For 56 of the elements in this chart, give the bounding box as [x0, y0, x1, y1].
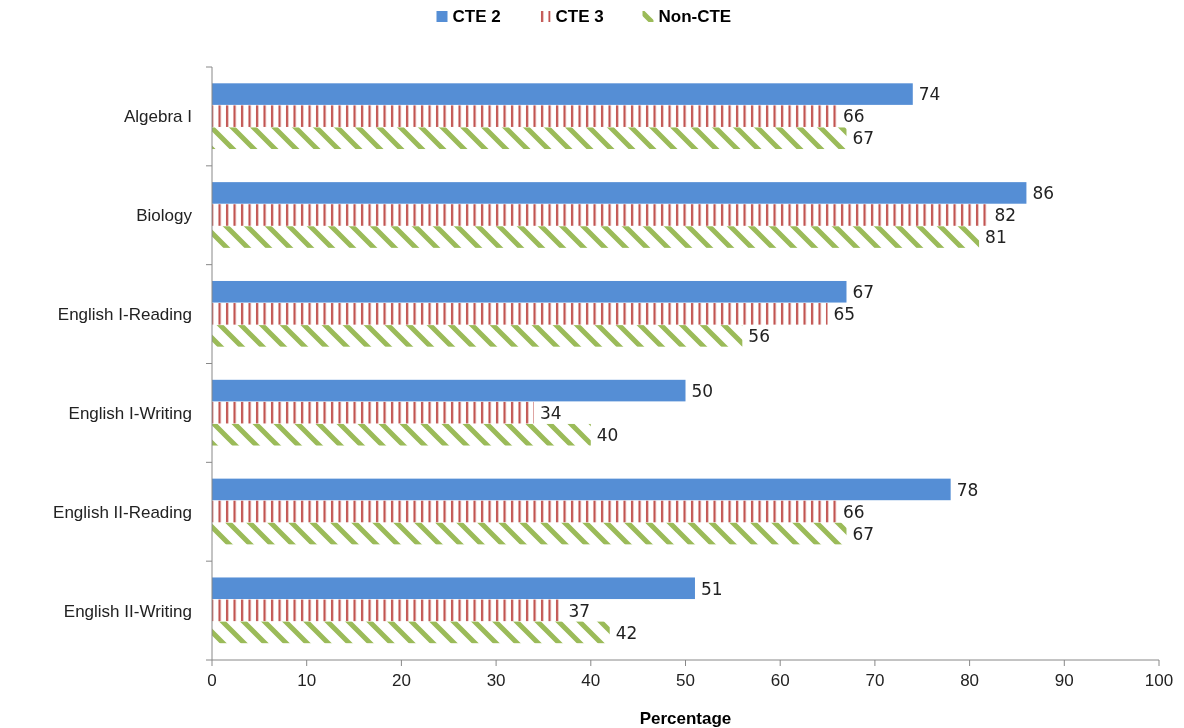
data-label: 67	[852, 523, 875, 544]
y-tick-label: Algebra I	[123, 107, 192, 127]
data-label: 86	[1032, 183, 1055, 204]
bar	[212, 325, 743, 347]
x-tick-label: 100	[1144, 671, 1174, 690]
x-tick-label: 40	[581, 671, 601, 690]
x-tick-label: 60	[770, 671, 790, 690]
y-tick-label: English I-Reading	[57, 305, 192, 325]
x-tick-label: 20	[391, 671, 411, 690]
data-label: 66	[843, 501, 865, 522]
bar	[212, 204, 989, 226]
data-label: 40	[596, 424, 619, 445]
data-label: 51	[700, 578, 723, 599]
bar	[212, 182, 1027, 204]
y-tick-label: English II-Reading	[53, 502, 192, 522]
bar	[212, 621, 610, 644]
bar	[212, 226, 980, 248]
bar	[212, 280, 847, 303]
x-tick-label: 80	[960, 671, 980, 690]
data-label: 67	[852, 128, 875, 149]
x-tick-label: 10	[297, 671, 317, 690]
legend-label: CTE 3	[555, 7, 604, 26]
bar	[212, 478, 951, 501]
x-tick-label: 50	[676, 671, 695, 690]
bar	[212, 379, 686, 402]
data-label: 78	[956, 479, 979, 500]
data-label: 37	[568, 600, 591, 621]
y-tick-label: English I-Writing	[68, 403, 192, 423]
bar	[212, 127, 847, 150]
data-label: 50	[691, 380, 714, 401]
data-label: 67	[852, 282, 875, 303]
data-label: 66	[843, 106, 865, 127]
legend-label: CTE 2	[452, 7, 501, 26]
data-label: 56	[748, 326, 770, 347]
bar	[212, 500, 838, 523]
data-label: 81	[985, 227, 1007, 248]
y-tick-label: English II-Writing	[63, 601, 192, 621]
data-label: 65	[833, 304, 856, 325]
bar	[212, 303, 828, 325]
bar	[212, 577, 695, 600]
x-tick-label: 30	[486, 671, 506, 690]
x-tick-label: 70	[865, 671, 885, 690]
data-label: 82	[994, 205, 1017, 226]
data-label: 34	[539, 402, 562, 423]
x-tick-label: 0	[207, 671, 217, 690]
x-axis-title: Percentage	[639, 709, 732, 728]
legend-label: Non-CTE	[658, 7, 732, 26]
bar	[212, 522, 847, 545]
data-label: 74	[918, 84, 941, 105]
data-label: 42	[615, 622, 638, 643]
y-tick-label: Biology	[136, 206, 193, 226]
bar	[212, 105, 838, 127]
bar	[212, 83, 913, 105]
x-tick-label: 90	[1054, 671, 1074, 690]
bar	[212, 423, 591, 446]
bar	[212, 401, 534, 424]
